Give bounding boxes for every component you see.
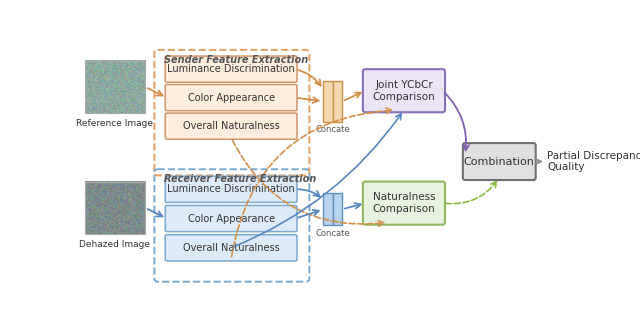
Text: Receiver Feature Extraction: Receiver Feature Extraction bbox=[164, 174, 316, 184]
Text: Overall Naturalness: Overall Naturalness bbox=[183, 121, 280, 131]
FancyBboxPatch shape bbox=[363, 69, 445, 112]
FancyBboxPatch shape bbox=[165, 56, 297, 82]
Text: Color Appearance: Color Appearance bbox=[188, 214, 275, 224]
FancyBboxPatch shape bbox=[165, 84, 297, 111]
Text: Concate: Concate bbox=[316, 229, 350, 238]
Bar bbox=[84, 61, 145, 113]
Bar bbox=[323, 193, 333, 226]
Text: Naturalness
Comparison: Naturalness Comparison bbox=[372, 192, 435, 214]
FancyBboxPatch shape bbox=[165, 176, 297, 202]
Text: Luminance Discrimination: Luminance Discrimination bbox=[167, 64, 295, 74]
Text: Overall Naturalness: Overall Naturalness bbox=[183, 243, 280, 253]
Bar bbox=[333, 193, 342, 226]
FancyBboxPatch shape bbox=[463, 143, 536, 180]
Bar bbox=[333, 82, 342, 122]
FancyBboxPatch shape bbox=[363, 182, 445, 225]
Bar bbox=[323, 82, 333, 122]
Text: Joint YCbCr
Comparison: Joint YCbCr Comparison bbox=[372, 80, 435, 101]
FancyBboxPatch shape bbox=[165, 205, 297, 231]
Bar bbox=[84, 182, 145, 234]
FancyBboxPatch shape bbox=[165, 235, 297, 261]
Text: Partial Discrepancy
Quality: Partial Discrepancy Quality bbox=[547, 151, 640, 172]
FancyBboxPatch shape bbox=[165, 113, 297, 139]
Text: Color Appearance: Color Appearance bbox=[188, 93, 275, 103]
Text: Luminance Discrimination: Luminance Discrimination bbox=[167, 184, 295, 194]
Text: Reference Image: Reference Image bbox=[76, 119, 154, 128]
Text: Concate: Concate bbox=[316, 125, 350, 134]
Text: Combination: Combination bbox=[464, 156, 534, 167]
Text: Sender Feature Extraction: Sender Feature Extraction bbox=[164, 54, 308, 65]
Text: Dehazed Image: Dehazed Image bbox=[79, 240, 150, 249]
